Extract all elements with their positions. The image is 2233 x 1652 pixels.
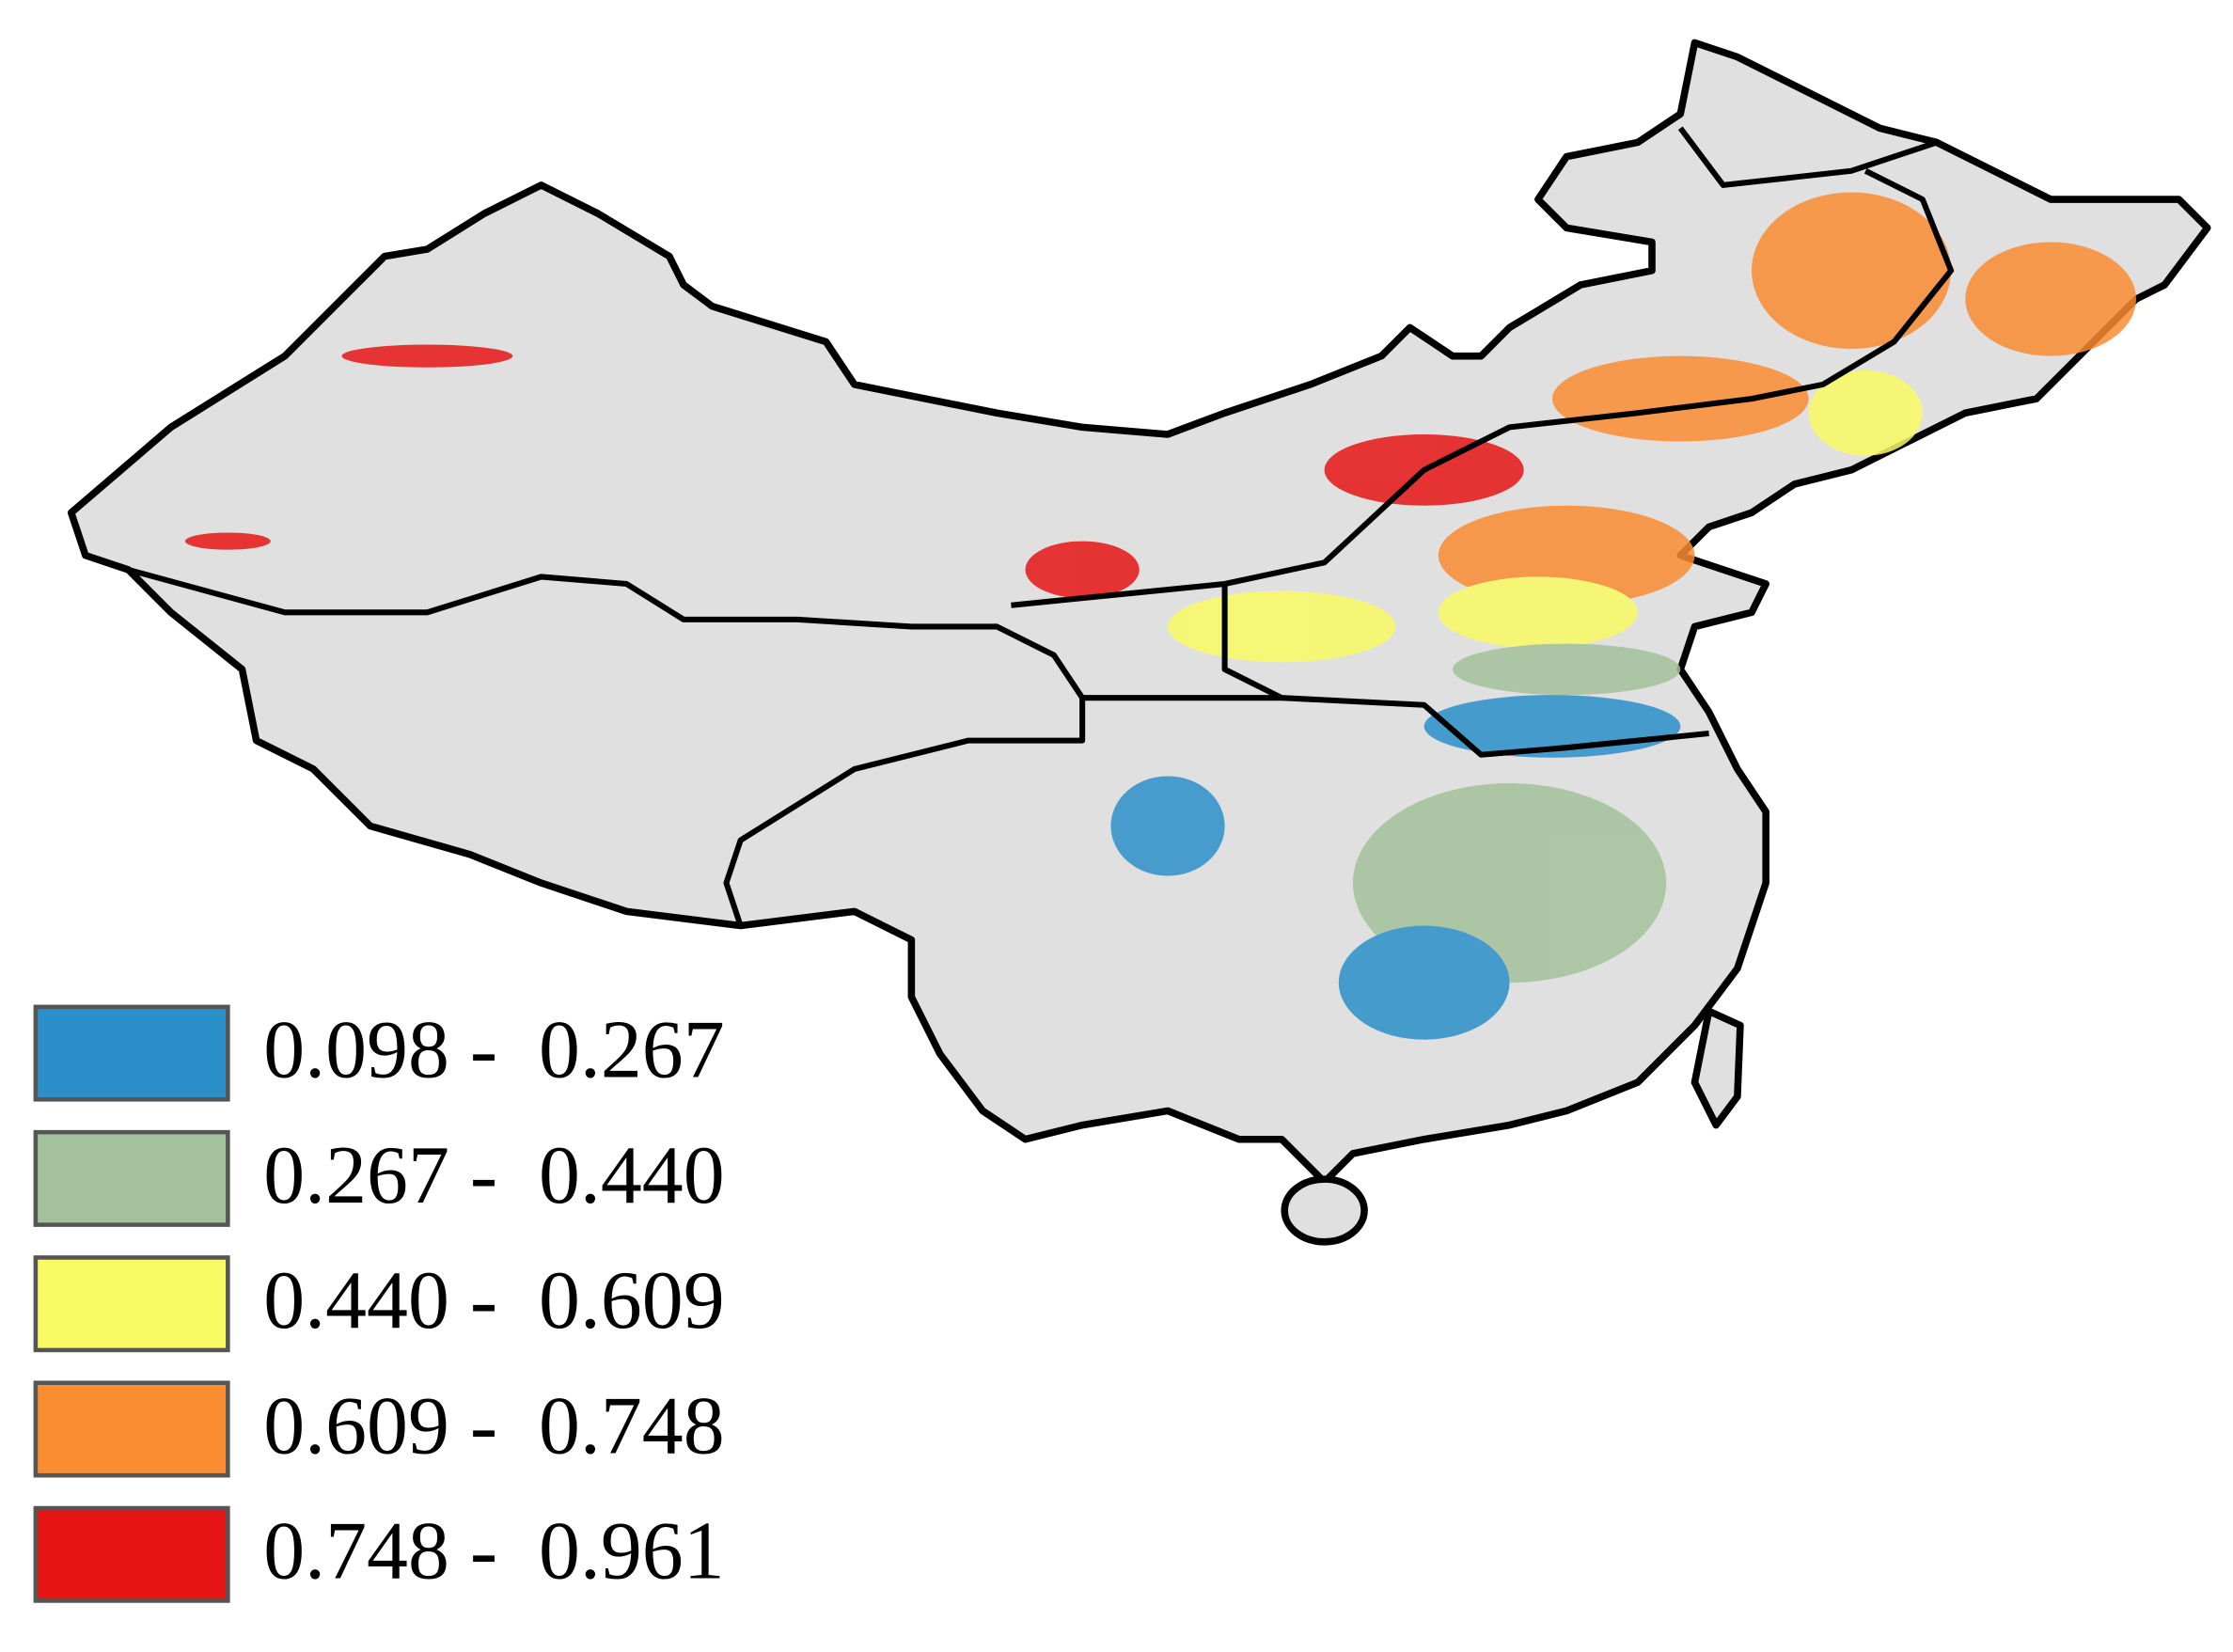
legend-label: 0.748 - 0.961 (263, 1506, 724, 1597)
island (1690, 1007, 1744, 1129)
legend: 0.098 - 0.267 0.267 - 0.440 0.440 - 0.609 0… (33, 1004, 725, 1603)
legend-swatch (33, 1004, 230, 1102)
legend-label: 0.267 - 0.440 (263, 1130, 724, 1221)
island (1281, 1175, 1368, 1246)
legend-label: 0.098 - 0.267 (263, 1005, 724, 1096)
patches (184, 192, 2136, 1040)
legend-label: 0.440 - 0.609 (263, 1255, 724, 1346)
legend-swatch (33, 1129, 230, 1227)
legend-label: 0.609 - 0.748 (263, 1380, 724, 1471)
map-shapes (67, 39, 2211, 1246)
region-border (723, 698, 1086, 927)
region-border (1221, 584, 1283, 700)
country-outline (67, 39, 2211, 1186)
region-border (127, 566, 1709, 758)
legend-swatch (33, 1380, 230, 1478)
legend-swatch (33, 1255, 230, 1353)
legend-swatch (33, 1505, 230, 1603)
region-border (1677, 126, 1938, 188)
